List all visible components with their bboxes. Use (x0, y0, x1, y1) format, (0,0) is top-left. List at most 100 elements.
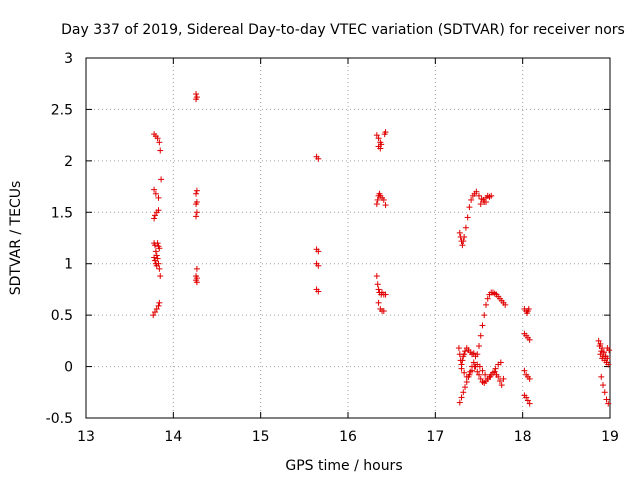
data-point (468, 196, 475, 203)
x-tick-label: 13 (77, 429, 95, 445)
data-point (488, 192, 495, 199)
data-point (482, 371, 489, 378)
data-point (151, 309, 158, 316)
data-point (502, 301, 509, 308)
data-point (152, 190, 159, 197)
data-point (315, 155, 322, 162)
data-point (606, 347, 613, 354)
data-point (597, 351, 604, 358)
data-point (156, 299, 163, 306)
y-tick-label: 1 (64, 257, 73, 273)
y-tick-label: 3 (64, 51, 73, 67)
data-point (476, 192, 482, 199)
data-point (526, 375, 533, 382)
data-point (526, 400, 533, 407)
y-tick-label: 2.5 (51, 102, 73, 118)
data-point (193, 213, 200, 220)
data-point (375, 135, 382, 142)
data-point (155, 302, 162, 309)
data-point (462, 224, 469, 231)
data-point (526, 336, 533, 343)
data-point (500, 375, 507, 382)
x-axis-label: GPS time / hours (285, 458, 402, 474)
data-point (521, 367, 528, 374)
data-point (373, 132, 380, 139)
data-point (155, 207, 162, 214)
data-point (157, 273, 164, 280)
data-point (599, 355, 606, 362)
data-point (154, 135, 161, 142)
data-point (377, 145, 384, 152)
data-point (375, 299, 382, 306)
data-point (469, 367, 476, 374)
y-tick-label: -0.5 (46, 411, 73, 427)
x-tick-label: 19 (601, 429, 619, 445)
data-point (153, 305, 160, 312)
data-point (495, 373, 502, 380)
data-point (476, 371, 482, 378)
data-point (498, 382, 505, 389)
data-point (605, 361, 612, 368)
data-point (151, 257, 158, 264)
data-point (602, 353, 609, 360)
data-point (484, 295, 491, 302)
axis-ticks: 13 14 15 16 17 18 19 -0.5 0 0.5 1 1.5 2 2.5 3 (46, 51, 619, 445)
data-point (156, 265, 163, 272)
data-point (374, 281, 381, 288)
data-point (464, 214, 471, 221)
data-point (382, 291, 389, 298)
data-point (193, 265, 200, 272)
data-point (153, 262, 160, 269)
y-axis-label: SDTVAR / TECUs (8, 181, 24, 296)
data-point (193, 209, 200, 216)
data-point (193, 91, 200, 97)
x-tick-label: 15 (252, 429, 270, 445)
data-point (380, 196, 387, 203)
data-point (596, 343, 603, 349)
data-point (373, 273, 380, 280)
x-tick-label: 17 (426, 429, 444, 445)
data-point (496, 377, 503, 384)
grid (86, 58, 610, 418)
data-point (315, 262, 322, 269)
data-point (524, 397, 531, 404)
data-point (152, 248, 159, 255)
data-point (459, 242, 466, 249)
data-point (382, 129, 389, 136)
data-point (598, 373, 605, 380)
data-point (474, 368, 481, 375)
data-point (193, 279, 200, 286)
data-point (193, 187, 200, 194)
data-point (150, 312, 157, 319)
data-point (462, 348, 469, 355)
y-tick-label: 0.5 (51, 308, 73, 324)
chart-title: Day 337 of 2019, Sidereal Day-to-day VTE… (61, 22, 625, 38)
data-point (473, 188, 480, 195)
data-point (492, 365, 499, 372)
data-point (375, 286, 382, 293)
data-point (489, 369, 496, 376)
data-point (481, 312, 488, 319)
data-point (482, 301, 489, 308)
data-point (477, 375, 484, 382)
data-point (463, 379, 470, 385)
data-point (595, 337, 602, 344)
data-point (603, 396, 610, 403)
data-point (466, 371, 473, 378)
y-tick-label: 2 (64, 154, 73, 170)
data-point (193, 96, 200, 103)
data-point (497, 359, 504, 366)
data-point (374, 196, 381, 203)
data-point (525, 305, 532, 312)
data-point (476, 363, 483, 370)
data-point (487, 373, 494, 380)
data-point (154, 240, 161, 247)
data-point (601, 389, 608, 396)
data-point (193, 190, 200, 197)
data-point (605, 400, 612, 407)
data-point (151, 215, 158, 222)
data-point (460, 389, 467, 396)
data-point (470, 350, 477, 357)
data-point (600, 349, 607, 356)
